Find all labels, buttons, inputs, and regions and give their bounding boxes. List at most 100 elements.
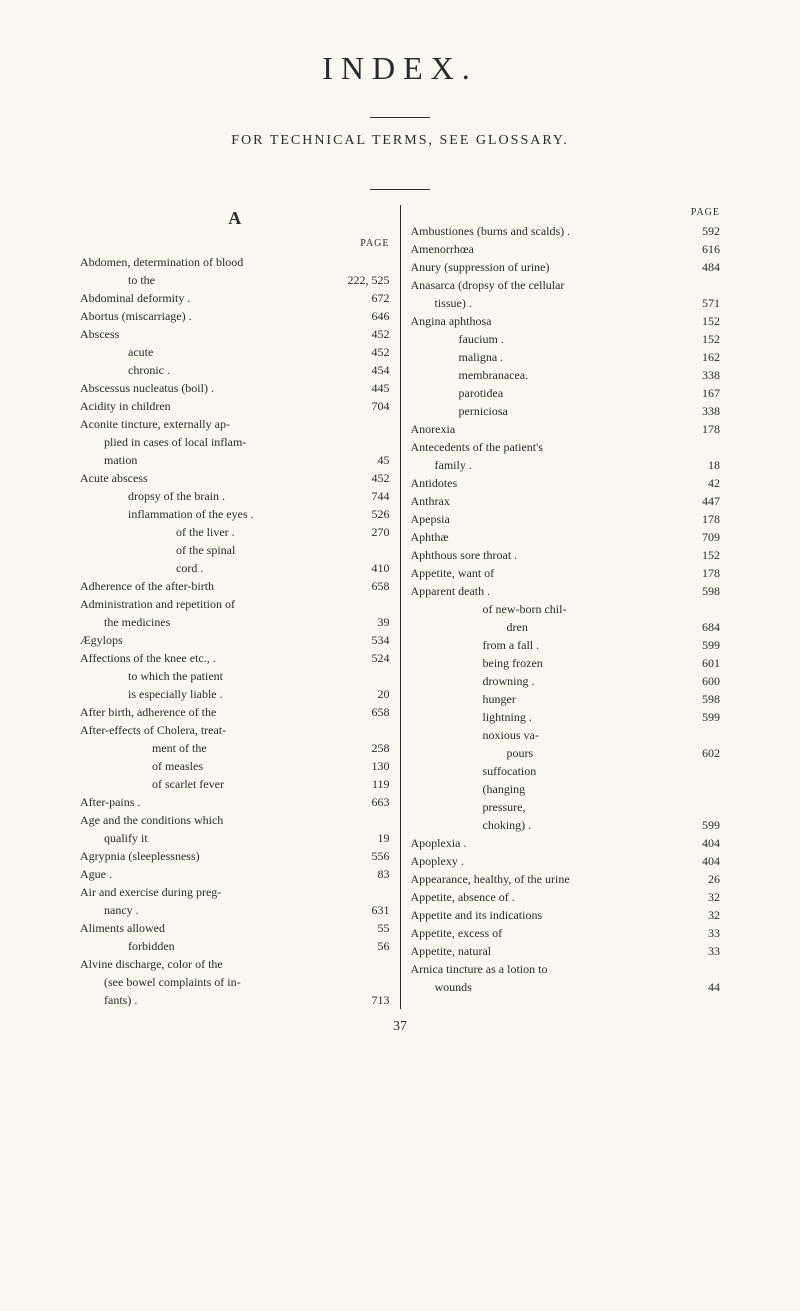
entry-page: 55 bbox=[378, 919, 390, 937]
index-entry: Age and the conditions which bbox=[80, 811, 390, 829]
entry-text: Anury (suppression of urine) bbox=[411, 258, 554, 276]
entry-text: After birth, adherence of the bbox=[80, 703, 220, 721]
entry-text: Anorexia bbox=[411, 420, 460, 438]
entry-text: Appetite and its indications bbox=[411, 906, 547, 924]
entry-page: 452 bbox=[372, 469, 390, 487]
entry-text: Acidity in children bbox=[80, 397, 175, 415]
entry-text: Ambustiones (burns and scalds) . bbox=[411, 222, 575, 240]
entry-text: Age and the conditions which bbox=[80, 811, 227, 829]
index-entry: maligna .162 bbox=[411, 348, 721, 366]
entry-page: 270 bbox=[372, 523, 390, 541]
entry-text: (hanging bbox=[411, 780, 530, 798]
entry-page: 445 bbox=[372, 379, 390, 397]
entry-text: nancy . bbox=[80, 901, 143, 919]
entry-text: of new-born chil- bbox=[411, 600, 571, 618]
entry-text: acute bbox=[80, 343, 157, 361]
entry-page: 222, 525 bbox=[348, 271, 390, 289]
entry-page: 39 bbox=[378, 613, 390, 631]
index-entry: of the spinal bbox=[80, 541, 390, 559]
entry-text: is especially liable . bbox=[80, 685, 227, 703]
entry-text: cord . bbox=[80, 559, 207, 577]
entry-page: 631 bbox=[372, 901, 390, 919]
page-number-footer: 37 bbox=[70, 1019, 730, 1035]
index-entry: Apepsia178 bbox=[411, 510, 721, 528]
index-entry: chronic . 454 bbox=[80, 361, 390, 379]
index-entry: fants) .713 bbox=[80, 991, 390, 1009]
index-entry: lightning . 599 bbox=[411, 708, 721, 726]
entry-text: Ægylops bbox=[80, 631, 127, 649]
entry-page: 646 bbox=[372, 307, 390, 325]
entry-text: family . bbox=[411, 456, 476, 474]
entry-text: Antidotes bbox=[411, 474, 462, 492]
entry-page: 571 bbox=[702, 294, 720, 312]
index-entry: plied in cases of local inflam- bbox=[80, 433, 390, 451]
index-entry: the medicines39 bbox=[80, 613, 390, 631]
index-entry: pressure, bbox=[411, 798, 721, 816]
index-entry: Apparent death .598 bbox=[411, 582, 721, 600]
entry-text: Amenorrhœa bbox=[411, 240, 478, 258]
right-entries-container: Ambustiones (burns and scalds) .592Ameno… bbox=[411, 222, 721, 996]
entry-text: After-effects of Cholera, treat- bbox=[80, 721, 230, 739]
index-entry: is especially liable .20 bbox=[80, 685, 390, 703]
index-entry: Antecedents of the patient's bbox=[411, 438, 721, 456]
index-columns: A PAGE Abdomen, determination of bloodto… bbox=[70, 205, 730, 1009]
entry-page: 447 bbox=[702, 492, 720, 510]
index-entry: Air and exercise during preg- bbox=[80, 883, 390, 901]
entry-text: choking) . bbox=[411, 816, 536, 834]
index-entry: wounds44 bbox=[411, 978, 721, 996]
index-entry: Amenorrhœa 616 bbox=[411, 240, 721, 258]
index-entry: Aconite tincture, externally ap- bbox=[80, 415, 390, 433]
entry-text: fants) . bbox=[80, 991, 141, 1009]
entry-page: 616 bbox=[702, 240, 720, 258]
entry-page: 534 bbox=[372, 631, 390, 649]
entry-text: to the bbox=[80, 271, 159, 289]
entry-text: lightning . bbox=[411, 708, 536, 726]
entry-text: pressure, bbox=[411, 798, 530, 816]
index-entry: Aphthæ709 bbox=[411, 528, 721, 546]
index-entry: to which the patient bbox=[80, 667, 390, 685]
index-entry: parotidea167 bbox=[411, 384, 721, 402]
entry-page: 258 bbox=[372, 739, 390, 757]
entry-text: faucium . bbox=[411, 330, 508, 348]
entry-page: 599 bbox=[702, 708, 720, 726]
entry-text: tissue) . bbox=[411, 294, 476, 312]
entry-text: of the liver . bbox=[80, 523, 239, 541]
entry-page: 42 bbox=[708, 474, 720, 492]
entry-text: of the spinal bbox=[80, 541, 239, 559]
entry-page: 598 bbox=[702, 690, 720, 708]
index-entry: qualify it19 bbox=[80, 829, 390, 847]
left-entries-container: Abdomen, determination of bloodto the222… bbox=[80, 253, 390, 1009]
entry-page: 404 bbox=[702, 852, 720, 870]
entry-text: Antecedents of the patient's bbox=[411, 438, 547, 456]
entry-page: 338 bbox=[702, 366, 720, 384]
entry-page: 130 bbox=[372, 757, 390, 775]
index-entry: to the 222, 525 bbox=[80, 271, 390, 289]
index-entry: (hanging bbox=[411, 780, 721, 798]
index-entry: Appetite, natural33 bbox=[411, 942, 721, 960]
index-entry: perniciosa338 bbox=[411, 402, 721, 420]
entry-text: mation bbox=[80, 451, 141, 469]
index-entry: acute452 bbox=[80, 343, 390, 361]
right-column: PAGE Ambustiones (burns and scalds) . 592… bbox=[401, 205, 731, 1009]
index-entry: Antidotes 42 bbox=[411, 474, 721, 492]
entry-text: Acute abscess bbox=[80, 469, 152, 487]
entry-text: wounds bbox=[411, 978, 476, 996]
entry-text: Appetite, want of bbox=[411, 564, 499, 582]
page-header-right: PAGE bbox=[411, 205, 721, 220]
entry-text: chronic . bbox=[80, 361, 174, 379]
entry-text: Affections of the knee etc., . bbox=[80, 649, 220, 667]
entry-page: 454 bbox=[372, 361, 390, 379]
entry-text: being frozen bbox=[411, 654, 547, 672]
entry-text: Appetite, absence of . bbox=[411, 888, 519, 906]
entry-text: Air and exercise during preg- bbox=[80, 883, 225, 901]
entry-text: inflammation of the eyes . bbox=[80, 505, 258, 523]
entry-page: 709 bbox=[702, 528, 720, 546]
index-entry: faucium .152 bbox=[411, 330, 721, 348]
index-entry: of scarlet fever119 bbox=[80, 775, 390, 793]
entry-text: Alvine discharge, color of the bbox=[80, 955, 227, 973]
index-entry: Agrypnia (sleeplessness)556 bbox=[80, 847, 390, 865]
entry-text: Apoplexy . bbox=[411, 852, 468, 870]
entry-page: 178 bbox=[702, 564, 720, 582]
entry-page: 592 bbox=[702, 222, 720, 240]
entry-text: of scarlet fever bbox=[80, 775, 228, 793]
